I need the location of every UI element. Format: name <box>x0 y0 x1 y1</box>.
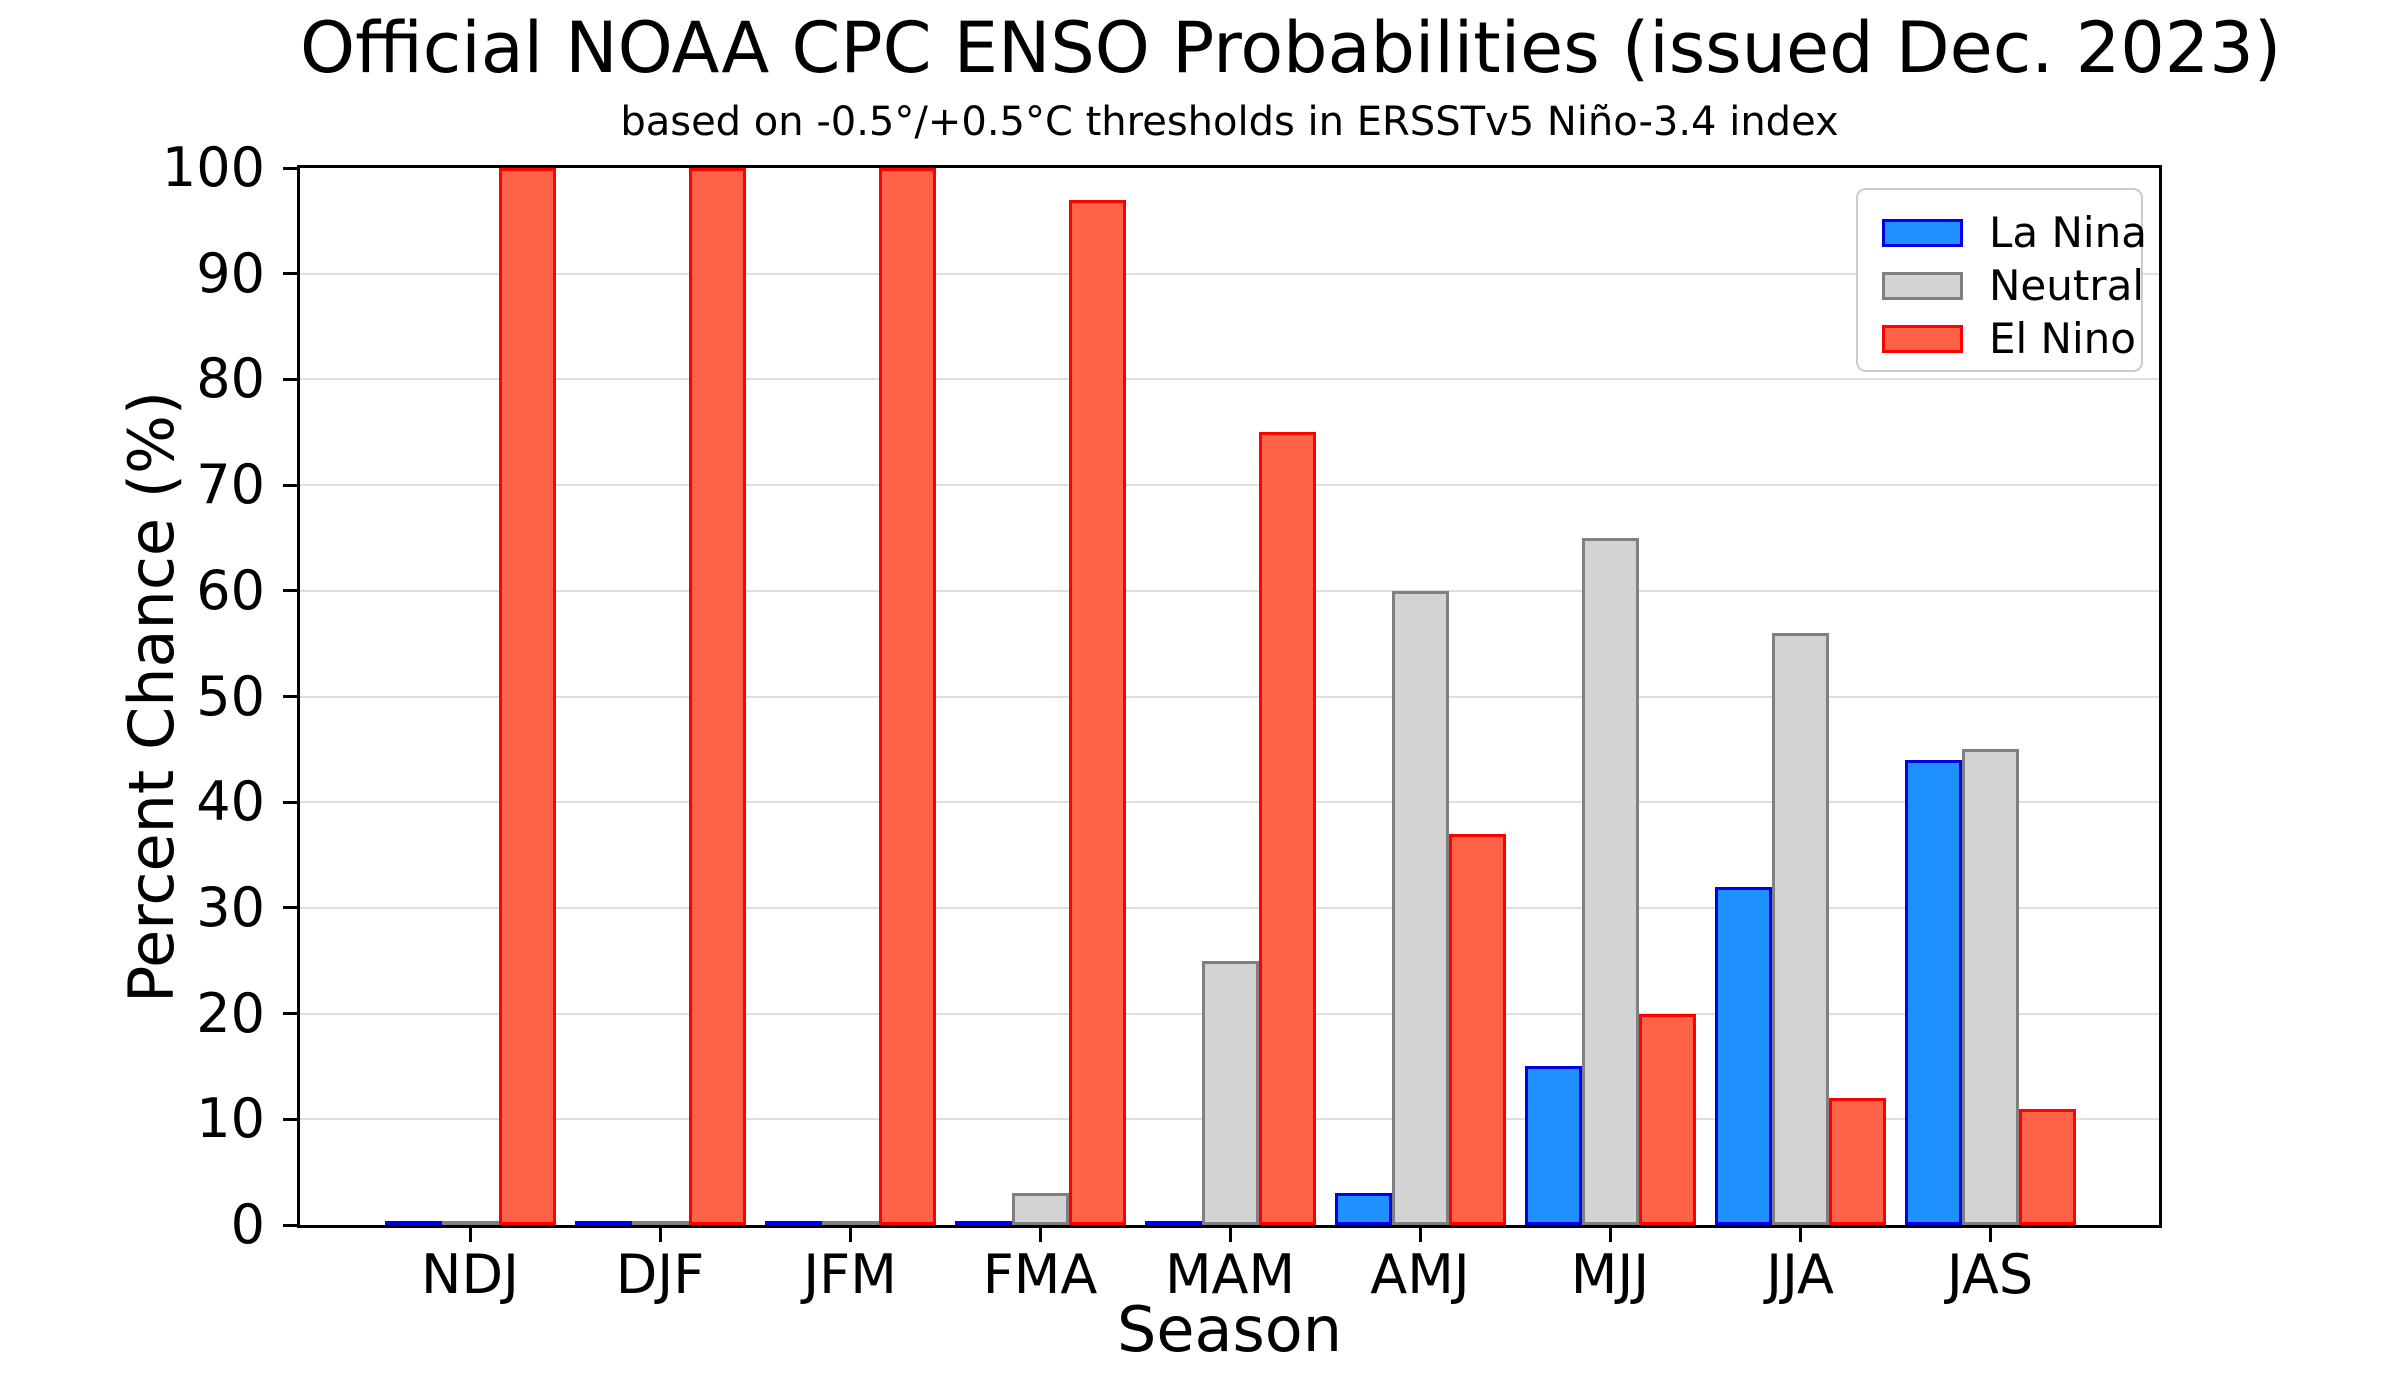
gridline-80 <box>300 378 2159 381</box>
x-tick-mark-jfm <box>848 1228 852 1242</box>
y-tick-mark-40 <box>283 800 297 804</box>
bar-el-nino-mjj <box>1638 1013 1696 1225</box>
bar-el-nino-fma <box>1068 199 1126 1225</box>
la-nina-swatch <box>1882 219 1963 247</box>
y-tick-label-40: 40 <box>196 770 265 834</box>
bar-la-nina-ndj <box>384 1221 442 1225</box>
y-tick-label-60: 60 <box>196 558 265 622</box>
bar-la-nina-jja <box>1714 886 1772 1225</box>
legend-row-neutral: Neutral <box>1882 261 2145 311</box>
bar-el-nino-jfm <box>878 168 936 1225</box>
bar-neutral-ndj <box>441 1221 499 1225</box>
bar-neutral-mam <box>1201 960 1259 1225</box>
x-tick-label-mjj: MJJ <box>1570 1243 1650 1306</box>
x-tick-mark-djf <box>658 1228 662 1242</box>
x-tick-label-jja: JJA <box>1766 1243 1834 1306</box>
x-tick-label-fma: FMA <box>982 1243 1098 1306</box>
bar-la-nina-jfm <box>764 1221 822 1225</box>
bar-la-nina-mam <box>1144 1221 1202 1225</box>
y-tick-label-30: 30 <box>196 875 265 939</box>
bar-neutral-fma <box>1011 1193 1069 1225</box>
neutral-swatch <box>1882 272 1963 300</box>
legend: La Nina Neutral El Nino <box>1856 188 2147 372</box>
y-tick-label-90: 90 <box>196 241 265 305</box>
gridline-90 <box>300 272 2159 275</box>
bar-neutral-djf <box>631 1221 689 1225</box>
plot-area: La Nina Neutral El Nino <box>297 165 2162 1228</box>
bar-el-nino-jas <box>2018 1108 2076 1225</box>
bar-el-nino-mam <box>1258 432 1316 1225</box>
x-tick-label-mam: MAM <box>1164 1243 1296 1306</box>
y-tick-label-20: 20 <box>196 981 265 1045</box>
y-tick-mark-90 <box>283 272 297 276</box>
la-nina-label: La Nina <box>1989 208 2147 257</box>
y-tick-mark-10 <box>283 1117 297 1121</box>
bar-el-nino-amj <box>1448 833 1506 1225</box>
y-tick-mark-80 <box>283 377 297 381</box>
bar-neutral-amj <box>1391 590 1449 1225</box>
y-tick-mark-60 <box>283 589 297 593</box>
x-tick-mark-jja <box>1798 1228 1802 1242</box>
x-tick-mark-mam <box>1228 1228 1232 1242</box>
x-tick-mark-ndj <box>468 1228 472 1242</box>
gridline-50 <box>300 695 2159 698</box>
gridline-70 <box>300 484 2159 487</box>
x-tick-label-ndj: NDJ <box>421 1243 519 1306</box>
bar-la-nina-mjj <box>1524 1066 1582 1225</box>
bar-la-nina-fma <box>954 1221 1012 1225</box>
gridline-60 <box>300 589 2159 592</box>
x-tick-label-jfm: JFM <box>803 1243 897 1306</box>
bar-el-nino-jja <box>1828 1098 1886 1225</box>
el-nino-label: El Nino <box>1989 314 2136 363</box>
bar-el-nino-ndj <box>498 168 556 1225</box>
x-tick-label-jas: JAS <box>1946 1243 2034 1306</box>
x-tick-mark-fma <box>1038 1228 1042 1242</box>
chart-title: Official NOAA CPC ENSO Probabilities (is… <box>300 7 2282 89</box>
legend-row-la-nina: La Nina <box>1882 208 2147 258</box>
y-tick-label-10: 10 <box>196 1087 265 1151</box>
y-tick-label-100: 100 <box>161 136 265 199</box>
bar-la-nina-jas <box>1904 759 1962 1225</box>
x-tick-mark-jas <box>1988 1228 1992 1242</box>
bar-la-nina-amj <box>1334 1193 1392 1225</box>
x-tick-label-djf: DJF <box>615 1243 705 1306</box>
y-tick-label-70: 70 <box>196 453 265 517</box>
bar-la-nina-djf <box>574 1221 632 1225</box>
y-tick-mark-0 <box>283 1223 297 1227</box>
gridline-40 <box>300 801 2159 804</box>
neutral-label: Neutral <box>1989 261 2145 310</box>
y-tick-mark-50 <box>283 695 297 698</box>
chart-subtitle: based on -0.5°/+0.5°C thresholds in ERSS… <box>620 99 1839 145</box>
bar-neutral-jja <box>1771 633 1829 1225</box>
bar-neutral-mjj <box>1581 537 1639 1225</box>
bar-neutral-jfm <box>821 1221 879 1225</box>
y-tick-mark-30 <box>283 906 297 910</box>
el-nino-swatch <box>1882 325 1963 353</box>
x-axis-label: Season <box>1116 1293 1343 1366</box>
x-tick-label-amj: AMJ <box>1370 1243 1470 1306</box>
bar-el-nino-djf <box>688 168 746 1225</box>
bar-neutral-jas <box>1961 749 2019 1225</box>
y-tick-mark-70 <box>283 483 297 487</box>
x-tick-mark-mjj <box>1608 1228 1612 1242</box>
y-tick-mark-20 <box>283 1012 297 1016</box>
y-tick-label-0: 0 <box>230 1193 265 1256</box>
y-tick-label-50: 50 <box>196 664 265 728</box>
y-tick-mark-100 <box>283 166 297 170</box>
gridline-30 <box>300 906 2159 909</box>
x-tick-mark-amj <box>1418 1228 1422 1242</box>
y-tick-label-80: 80 <box>196 347 265 411</box>
legend-row-el-nino: El Nino <box>1882 314 2141 364</box>
